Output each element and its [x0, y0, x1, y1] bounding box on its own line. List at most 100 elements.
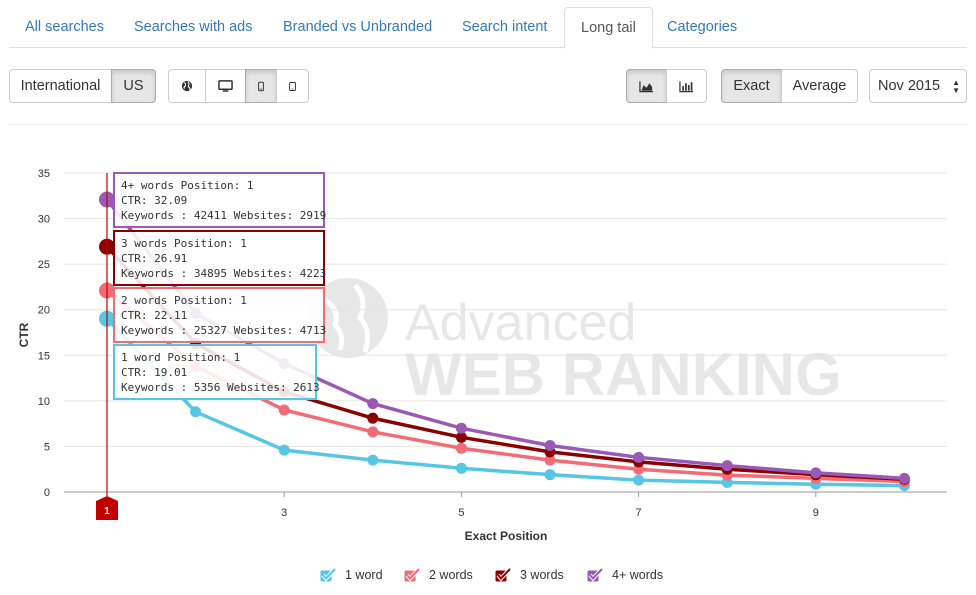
data-point-3-words[interactable] — [810, 469, 822, 481]
data-point-3-words[interactable] — [278, 386, 290, 398]
data-point-3-words[interactable] — [898, 473, 910, 485]
data-point-4plus-words[interactable] — [278, 357, 290, 369]
tooltip-box — [113, 287, 325, 343]
data-point-1-word[interactable] — [721, 476, 733, 488]
watermark-line2: WEB RANKING — [405, 341, 842, 408]
data-point-1-word[interactable] — [898, 480, 910, 492]
legend-item-2-words[interactable]: 2 words — [404, 566, 473, 584]
data-point-4plus-words[interactable] — [455, 422, 467, 434]
tooltip-3: 2 words Position: 1 CTR: 22.11 Keywords : … — [113, 287, 326, 343]
x-tick-label: 7 — [636, 507, 642, 519]
data-point-3-words[interactable] — [721, 463, 733, 475]
tooltip-line: CTR: 32.09 — [121, 194, 187, 207]
data-point-2-words[interactable] — [633, 463, 645, 475]
data-point-2-words[interactable] — [721, 469, 733, 481]
data-point-4plus-words[interactable] — [99, 191, 115, 208]
international-button[interactable]: International — [9, 69, 112, 103]
tooltip-line: 1 word Position: 1 — [121, 351, 240, 364]
data-point-4plus-words[interactable] — [898, 472, 910, 484]
data-point-3-words[interactable] — [190, 337, 202, 349]
data-point-2-words[interactable] — [278, 404, 290, 416]
watermark-globe-icon — [308, 278, 388, 358]
average-button[interactable]: Average — [781, 69, 858, 103]
report-tabs: All searches Searches with ads Branded v… — [9, 7, 967, 49]
tablet-button[interactable] — [276, 69, 309, 103]
data-point-4plus-words[interactable] — [721, 460, 733, 472]
data-point-2-words[interactable] — [898, 476, 910, 488]
legend-item-3-words[interactable]: 3 words — [495, 566, 564, 584]
x-tick-label: 9 — [813, 507, 819, 519]
data-point-1-word[interactable] — [99, 310, 115, 327]
data-point-4plus-words[interactable] — [544, 440, 556, 452]
data-point-4plus-words[interactable] — [810, 467, 822, 479]
data-point-1-word[interactable] — [367, 454, 379, 466]
legend: 1 word 2 words 3 words 4+ words — [0, 566, 976, 584]
series-line-3-words — [105, 245, 905, 481]
date-select[interactable]: Nov 2015 ▲ ▼ — [869, 69, 967, 103]
series-group — [99, 191, 910, 492]
y-tick-label: 5 — [44, 441, 50, 453]
data-point-2-words[interactable] — [810, 472, 822, 484]
data-point-4plus-words[interactable] — [190, 307, 202, 319]
x-tick-label: 5 — [458, 507, 464, 519]
data-point-1-word[interactable] — [810, 478, 822, 490]
data-point-4plus-words[interactable] — [633, 451, 645, 463]
legend-item-1-word[interactable]: 1 word — [320, 566, 383, 584]
tooltips: 4+ words Position: 1 CTR: 32.09 Keywords :… — [113, 172, 326, 400]
desktop-button[interactable] — [205, 69, 246, 103]
data-point-1-word[interactable] — [455, 462, 467, 474]
tab-long-tail[interactable]: Long tail — [564, 7, 653, 49]
divider — [9, 124, 967, 125]
data-point-4plus-words[interactable] — [367, 398, 379, 410]
x-tick-label: 3 — [281, 507, 287, 519]
tooltip-2: 3 words Position: 1 CTR: 26.91 Keywords : … — [113, 230, 326, 286]
data-point-1-word[interactable] — [633, 474, 645, 486]
series-line-4plus-words — [105, 198, 905, 481]
globe-icon — [181, 80, 193, 92]
mobile-button[interactable] — [245, 69, 277, 103]
tooltip-4: 1 word Position: 1 CTR: 19.01 Keywords : 5… — [113, 344, 320, 400]
grid — [64, 172, 947, 447]
data-point-3-words[interactable] — [544, 446, 556, 458]
data-point-2-words[interactable] — [99, 282, 115, 299]
tab-search-intent[interactable]: Search intent — [462, 19, 548, 35]
tab-branded-vs-unbranded[interactable]: Branded vs Unbranded — [283, 19, 433, 35]
legend-item-4-words[interactable]: 4+ words — [587, 566, 663, 584]
data-point-2-words[interactable] — [544, 454, 556, 466]
y-axis-label: CTR — [17, 322, 31, 347]
y-tick-label: 35 — [38, 168, 50, 180]
y-tick-label: 25 — [38, 259, 50, 271]
desktop-icon — [218, 80, 233, 92]
checkbox-icon — [320, 567, 337, 582]
watermark: Advanced WEB RANKING — [308, 278, 842, 408]
data-point-2-words[interactable] — [455, 442, 467, 454]
data-point-3-words[interactable] — [455, 431, 467, 443]
data-point-3-words[interactable] — [633, 456, 645, 468]
tab-all-searches[interactable]: All searches — [25, 19, 104, 35]
tab-searches-with-ads[interactable]: Searches with ads — [134, 19, 253, 35]
all-devices-button[interactable] — [168, 69, 206, 103]
data-point-1-word[interactable] — [278, 444, 290, 456]
area-chart-button[interactable] — [626, 69, 667, 103]
area-chart-icon — [639, 80, 654, 92]
position-marker-label: 1 — [104, 506, 110, 517]
tooltip-line: 2 words Position: 1 — [121, 294, 247, 307]
legend-label: 1 word — [345, 568, 383, 582]
tooltip-line: Keywords : 34895 Websites: 4223 — [121, 267, 326, 280]
bar-chart-icon — [679, 80, 694, 92]
legend-label: 4+ words — [612, 568, 664, 582]
device-toggle — [168, 69, 309, 103]
bar-chart-button[interactable] — [666, 69, 707, 103]
chart-type-toggle — [626, 69, 707, 103]
data-point-3-words[interactable] — [367, 412, 379, 424]
data-point-2-words[interactable] — [190, 360, 202, 372]
y-tick-label: 20 — [38, 305, 50, 317]
data-point-1-word[interactable] — [190, 406, 202, 418]
us-button[interactable]: US — [111, 69, 156, 103]
data-point-1-word[interactable] — [544, 469, 556, 481]
data-point-2-words[interactable] — [367, 426, 379, 438]
data-point-3-words[interactable] — [99, 238, 115, 255]
exact-button[interactable]: Exact — [721, 69, 782, 103]
tab-categories[interactable]: Categories — [667, 19, 738, 35]
